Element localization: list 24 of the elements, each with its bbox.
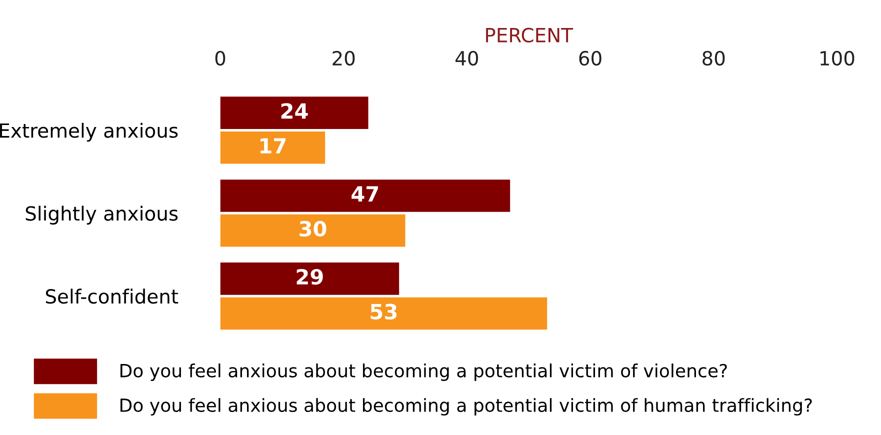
bar <box>220 214 406 247</box>
bar <box>220 131 326 164</box>
x-tick-label: 20 <box>332 50 355 66</box>
data-label: 47 <box>352 186 378 202</box>
bar <box>220 96 368 129</box>
bar <box>220 297 548 330</box>
data-label: 17 <box>260 138 286 154</box>
x-tick-label: 60 <box>579 50 602 66</box>
y-tick-label: Slightly anxious <box>26 206 178 225</box>
data-label: 53 <box>370 304 397 320</box>
data-label: 30 <box>300 220 326 237</box>
bar <box>220 262 400 295</box>
data-label: 24 <box>281 103 308 119</box>
y-tick-label: Self-confident <box>46 288 178 304</box>
legend-label: Do you feel anxious about becoming a potential victim of violence? <box>120 364 727 381</box>
x-axis-title: PERCENT <box>486 28 574 42</box>
y-tick-label: Extremely anxious <box>0 122 178 142</box>
x-tick-label: 40 <box>456 50 478 66</box>
x-tick-label: 0 <box>215 50 226 66</box>
legend-label: Do you feel anxious about becoming a potential victim of human trafficking? <box>120 398 812 416</box>
bar <box>220 180 510 212</box>
data-label: 29 <box>296 268 323 285</box>
x-tick-label: 80 <box>702 50 725 66</box>
x-tick-label: 100 <box>820 50 854 66</box>
